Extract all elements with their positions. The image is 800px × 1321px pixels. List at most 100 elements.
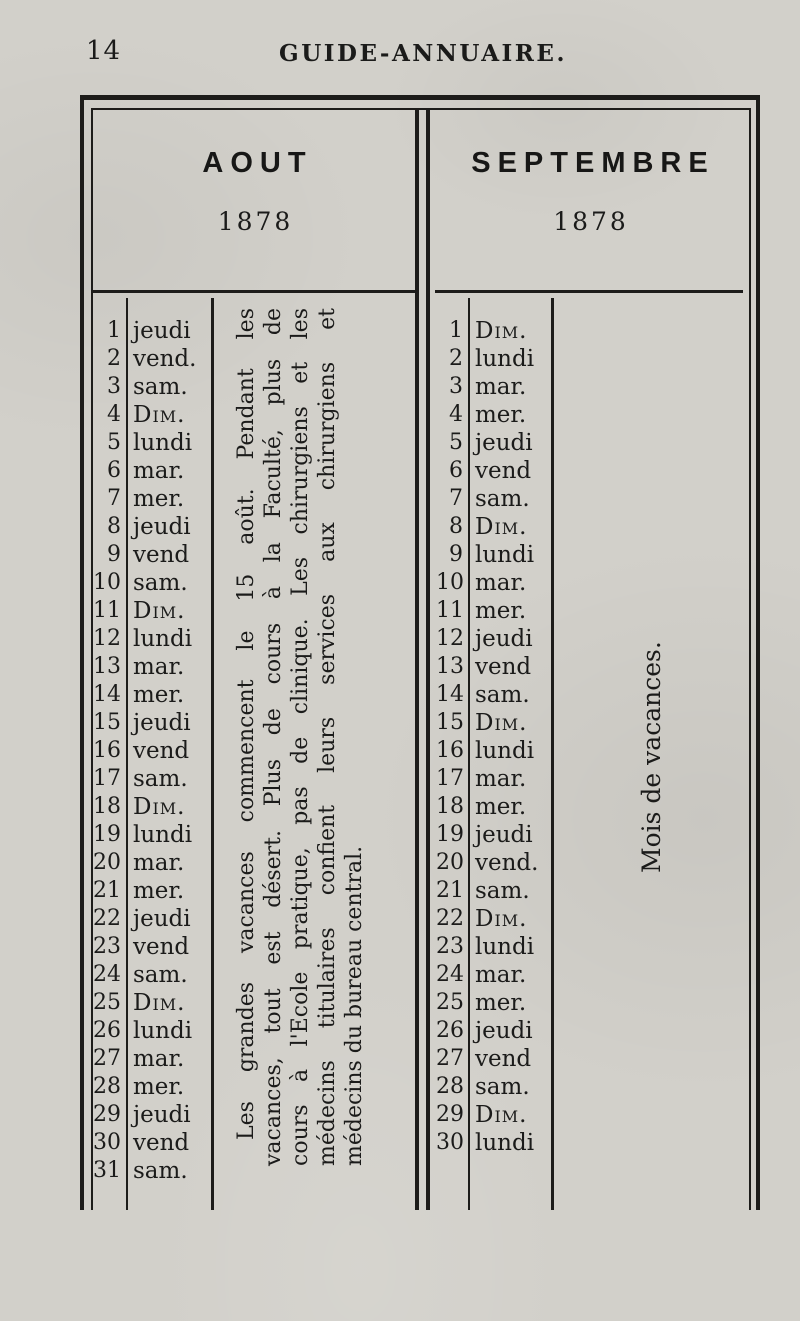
table-border-left-outer: [80, 95, 84, 1210]
calendar-day-row: 12 lundi: [93, 625, 211, 653]
day-name: jeudi: [133, 318, 191, 344]
day-number: 5: [449, 430, 463, 455]
day-name: Dim.: [475, 1102, 528, 1128]
august-note: Les grandes vacances commencent le 15 ao…: [233, 308, 368, 1166]
calendar-day-row: 15 jeudi: [93, 709, 211, 737]
day-number: 4: [449, 402, 463, 427]
day-name: lundi: [133, 1018, 193, 1044]
day-number: 29: [436, 1102, 464, 1127]
calendar-day-row: 24 sam.: [93, 961, 211, 989]
calendar-day-row: 27 vend: [436, 1045, 551, 1073]
day-name: mar.: [475, 374, 527, 400]
calendar-day-row: 23 lundi: [436, 933, 551, 961]
day-number: 4: [107, 402, 121, 427]
calendar-day-row: 17 mar.: [436, 765, 551, 793]
august-note-line: médecins du bureau central.: [342, 845, 367, 1166]
day-name: vend.: [475, 850, 539, 876]
day-name: sam.: [475, 1074, 530, 1100]
calendar-day-row: 16 lundi: [436, 737, 551, 765]
day-number: 1: [449, 318, 463, 343]
day-name: mar.: [475, 570, 527, 596]
day-name: mar.: [133, 850, 185, 876]
day-number: 21: [436, 878, 464, 903]
calendar-day-row: 14 sam.: [436, 681, 551, 709]
table-border-top-inner: [91, 108, 751, 110]
september-day-list: 1 Dim. 2 lundi 3 mar. 4 mer. 5 jeudi 6 v…: [436, 317, 551, 1157]
september-number-column-rule: [468, 298, 470, 1210]
day-name: lundi: [133, 430, 193, 456]
day-number: 7: [107, 486, 121, 511]
day-number: 17: [436, 766, 464, 791]
day-number: 25: [436, 990, 464, 1015]
calendar-day-row: 21 sam.: [436, 877, 551, 905]
day-number: 15: [436, 710, 464, 735]
day-number: 17: [93, 766, 121, 791]
calendar-day-row: 18 mer.: [436, 793, 551, 821]
day-name: jeudi: [133, 1102, 191, 1128]
day-name: mar.: [133, 654, 185, 680]
calendar-day-row: 7 sam.: [436, 485, 551, 513]
day-number: 15: [93, 710, 121, 735]
day-number: 27: [436, 1046, 464, 1071]
day-name: mar.: [475, 962, 527, 988]
calendar-day-row: 26 lundi: [93, 1017, 211, 1045]
august-header-rule: [93, 290, 415, 293]
day-number: 16: [436, 738, 464, 763]
day-number: 24: [436, 962, 464, 987]
calendar-day-row: 15 Dim.: [436, 709, 551, 737]
day-name: Dim.: [133, 794, 186, 820]
calendar-day-row: 6 vend: [436, 457, 551, 485]
calendar-day-row: 25 Dim.: [93, 989, 211, 1017]
day-number: 21: [93, 878, 121, 903]
calendar-day-row: 11 Dim.: [93, 597, 211, 625]
day-number: 14: [93, 682, 121, 707]
august-note-line: médecins titulaires confient leurs servi…: [315, 308, 340, 1166]
calendar-day-row: 11 mer.: [436, 597, 551, 625]
page-number: 14: [86, 36, 122, 66]
day-name: sam.: [133, 1158, 188, 1184]
day-name: mer.: [133, 1074, 185, 1100]
calendar-day-row: 10 mar.: [436, 569, 551, 597]
day-name: sam.: [133, 962, 188, 988]
day-name: mer.: [133, 682, 185, 708]
calendar-day-row: 2 vend.: [93, 345, 211, 373]
day-number: 3: [449, 374, 463, 399]
calendar-day-row: 4 Dim.: [93, 401, 211, 429]
day-name: Dim.: [475, 906, 528, 932]
calendar-day-row: 14 mer.: [93, 681, 211, 709]
calendar-day-row: 9 vend: [93, 541, 211, 569]
day-name: sam.: [133, 766, 188, 792]
day-number: 14: [436, 682, 464, 707]
september-month-title: SEPTEMBRE: [471, 147, 715, 179]
center-divider-left-rule: [415, 108, 419, 1210]
day-name: lundi: [475, 1130, 535, 1156]
day-name: lundi: [475, 738, 535, 764]
day-number: 26: [93, 1018, 121, 1043]
calendar-day-row: 30 vend: [93, 1129, 211, 1157]
day-number: 3: [107, 374, 121, 399]
day-name: mer.: [475, 794, 527, 820]
day-name: Dim.: [475, 514, 528, 540]
september-year: 1878: [553, 207, 629, 236]
day-name: vend: [475, 654, 532, 680]
day-name: vend: [475, 1046, 532, 1072]
day-name: jeudi: [475, 1018, 533, 1044]
day-name: vend: [475, 458, 532, 484]
day-number: 2: [449, 346, 463, 371]
day-name: lundi: [475, 346, 535, 372]
calendar-day-row: 6 mar.: [93, 457, 211, 485]
day-number: 11: [436, 598, 464, 623]
calendar-day-row: 3 sam.: [93, 373, 211, 401]
day-name: jeudi: [475, 430, 533, 456]
day-name: mer.: [133, 878, 185, 904]
day-number: 7: [449, 486, 463, 511]
calendar-day-row: 21 mer.: [93, 877, 211, 905]
august-year: 1878: [217, 207, 294, 236]
calendar-day-row: 17 sam.: [93, 765, 211, 793]
day-number: 5: [107, 430, 121, 455]
september-note: Mois de vacances.: [637, 641, 666, 873]
day-number: 31: [93, 1158, 121, 1183]
day-name: lundi: [133, 822, 193, 848]
day-number: 8: [449, 514, 463, 539]
day-name: vend: [133, 1130, 190, 1156]
